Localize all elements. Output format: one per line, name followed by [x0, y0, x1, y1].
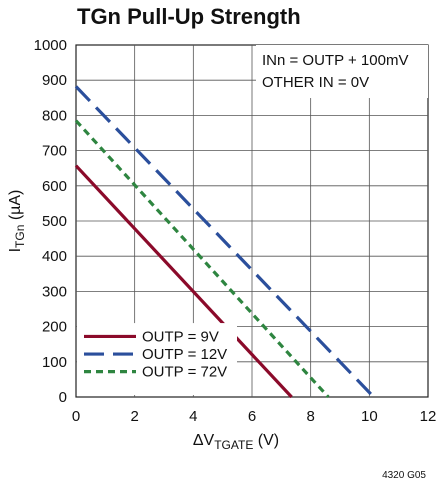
- legend-label-outp-12v: OUTP = 12V: [142, 346, 227, 363]
- x-axis-label-main: ΔV: [193, 432, 215, 449]
- y-tick-label: 200: [42, 319, 67, 336]
- x-tick-label: 10: [361, 408, 378, 425]
- figure-id: 4320 G05: [382, 470, 426, 481]
- series-line-outp-72v: [74, 119, 330, 399]
- annotation-line-2: OTHER IN = 0V: [262, 74, 369, 91]
- annotation-box: [256, 45, 428, 98]
- series-line-outp-9v: [74, 164, 293, 399]
- chart-title: TGn Pull-Up Strength: [77, 4, 301, 29]
- y-tick-label: 600: [42, 178, 67, 195]
- y-axis-label-unit: (µA): [7, 190, 24, 225]
- y-tick-label: 300: [42, 283, 67, 300]
- series-line-outp-12v: [74, 85, 375, 399]
- y-tick-label: 700: [42, 143, 67, 160]
- x-tick-label: 0: [72, 408, 80, 425]
- y-tick-label: 400: [42, 248, 67, 265]
- grid: [75, 44, 429, 398]
- x-tick-label: 8: [306, 408, 314, 425]
- y-tick-label: 100: [42, 354, 67, 371]
- x-tick-label: 12: [420, 408, 436, 425]
- x-tick-label: 2: [130, 408, 138, 425]
- tick-labels: 0 2 4 6 8 10 12 0 100 200 300 400 500 600 700 800 900 100…: [34, 37, 436, 425]
- x-axis-label-unit: (V): [253, 432, 279, 449]
- x-tick-label: 6: [248, 408, 256, 425]
- y-tick-label: 1000: [34, 37, 67, 54]
- x-axis-label: ΔVTGATE (V): [193, 432, 279, 452]
- series-lines: [74, 85, 375, 399]
- y-axis-label: ITGn (µA): [7, 190, 27, 253]
- annotation-line-1: INn = OUTP + 100mV: [262, 52, 408, 69]
- y-tick-label: 0: [59, 389, 67, 406]
- x-axis-label-subscript: TGATE: [214, 438, 253, 452]
- y-tick-label: 800: [42, 107, 67, 124]
- legend-label-outp-72v: OUTP = 72V: [142, 364, 227, 381]
- y-tick-label: 900: [42, 72, 67, 89]
- legend-label-outp-9v: OUTP = 9V: [142, 328, 219, 345]
- x-tick-label: 4: [189, 408, 197, 425]
- y-tick-label: 500: [42, 213, 67, 230]
- y-axis-label-subscript: TGn: [13, 225, 27, 248]
- y-axis-label-main: I: [7, 248, 24, 252]
